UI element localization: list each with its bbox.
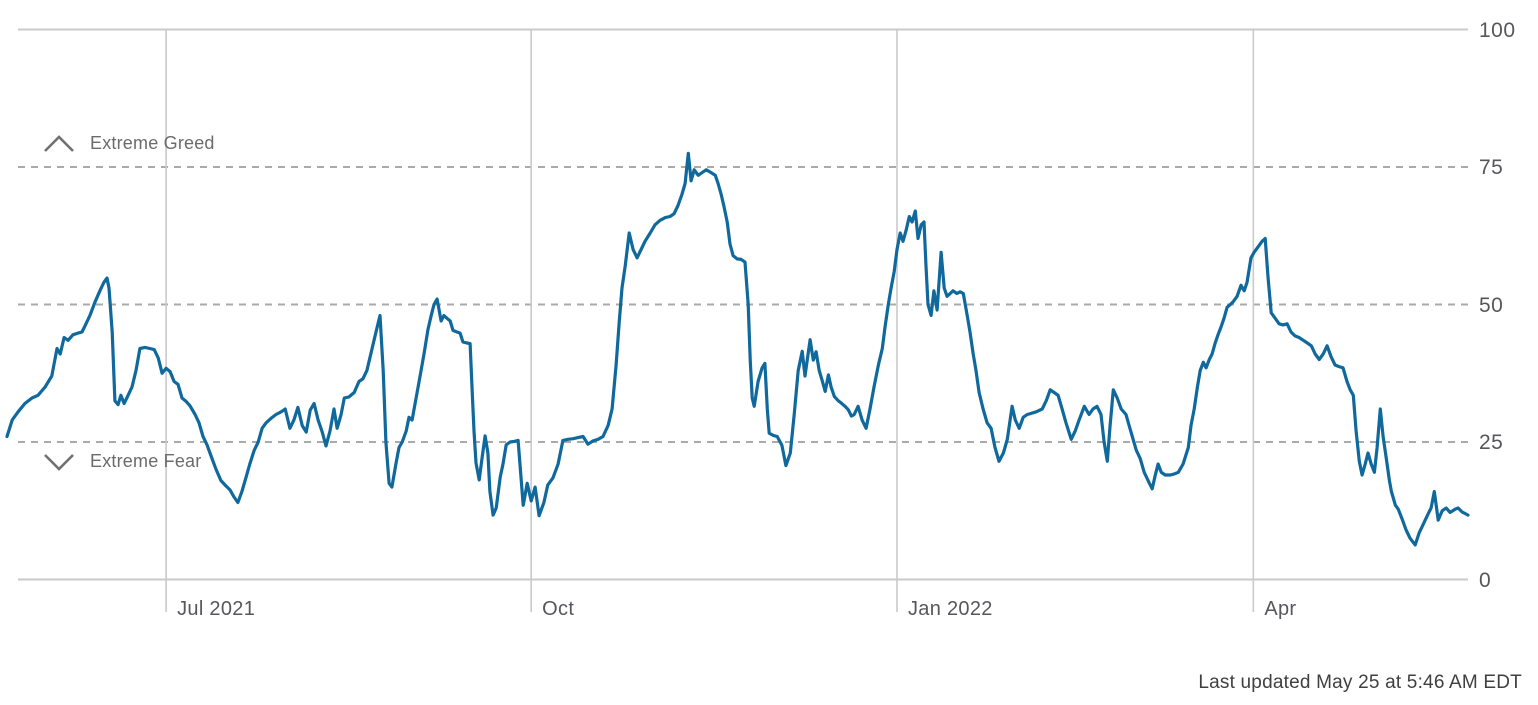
fear-greed-line [5,151,1470,547]
y-axis-tick-label: 25 [1479,431,1504,454]
y-axis-tick-label: 75 [1479,156,1504,179]
x-axis-tick-label: Apr [1264,598,1297,620]
y-axis-tick-label: 50 [1479,293,1504,317]
extreme-fear-annotation: Extreme Fear [44,451,201,472]
extreme-greed-label: Extreme Greed [90,133,215,153]
series-group [5,151,1470,547]
x-axis-tick-label: Jan 2022 [908,598,993,620]
x-axis-tick-label: Jul 2021 [177,598,256,620]
x-axis-tick-label: Oct [542,598,575,620]
y-axis-tick-label: 0 [1479,568,1492,592]
extreme-fear-label: Extreme Fear [90,451,202,471]
last-updated-text: Last updated May 25 at 5:46 AM EDT [1198,672,1522,693]
chevron-up-icon [44,134,74,153]
gridlines [18,28,1468,612]
chevron-down-icon [44,453,74,471]
y-axis-tick-label: 100 [1479,18,1516,42]
extreme-greed-annotation: Extreme Greed [44,133,215,154]
